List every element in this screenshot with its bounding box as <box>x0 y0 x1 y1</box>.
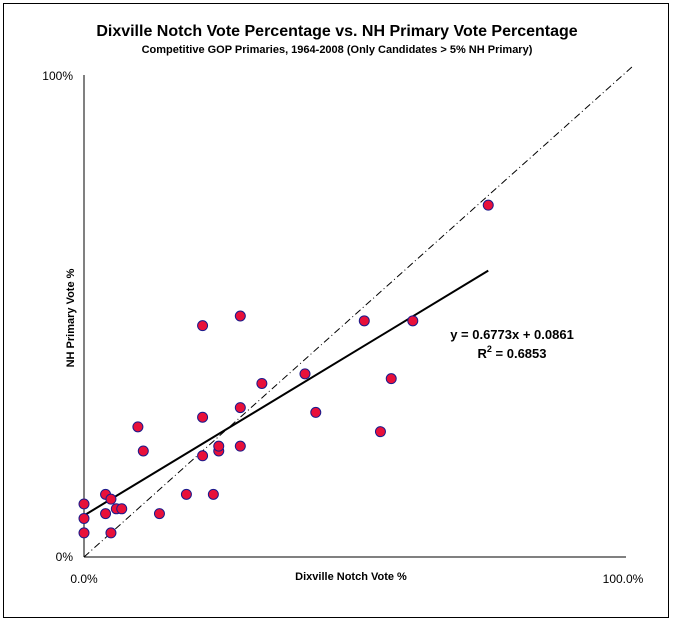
data-point-7 <box>116 503 128 515</box>
data-point-29 <box>482 199 494 211</box>
chart-frame <box>3 3 669 618</box>
data-point-24 <box>310 406 322 418</box>
data-point-15 <box>197 450 209 462</box>
y-tick-label-bottom: 0% <box>56 550 74 564</box>
trendline <box>83 269 489 517</box>
data-point-13 <box>197 320 209 332</box>
data-point-22 <box>256 377 268 389</box>
chart-subtitle: Competitive GOP Primaries, 1964-2008 (On… <box>142 44 533 56</box>
data-point-28 <box>407 315 419 327</box>
trendline-equation: y = 0.6773x + 0.0861 <box>450 327 574 342</box>
data-point-10 <box>137 445 149 457</box>
identity-line <box>83 64 635 558</box>
data-point-0 <box>78 498 90 510</box>
data-point-21 <box>234 440 246 452</box>
data-point-4 <box>105 493 117 505</box>
data-point-1 <box>78 512 90 524</box>
data-point-18 <box>213 440 225 452</box>
data-point-5 <box>100 508 112 520</box>
data-points <box>78 199 494 539</box>
r-squared-prefix: R <box>478 346 488 361</box>
r-squared-label: R2 = 0.6853 <box>478 344 547 361</box>
data-point-16 <box>207 488 219 500</box>
data-point-26 <box>374 426 386 438</box>
data-point-12 <box>180 488 192 500</box>
data-point-25 <box>358 315 370 327</box>
x-axis-label: Dixville Notch Vote % <box>295 571 407 583</box>
data-point-14 <box>197 411 209 423</box>
y-tick-label-top: 100% <box>42 69 73 83</box>
data-point-11 <box>153 508 165 520</box>
data-point-9 <box>132 421 144 433</box>
data-point-2 <box>78 527 90 539</box>
x-tick-label-right: 100.0% <box>603 572 644 586</box>
chart-title: Dixville Notch Vote Percentage vs. NH Pr… <box>96 23 577 40</box>
r-squared-value: = 0.6853 <box>492 346 547 361</box>
r-squared-superscript: 2 <box>487 344 492 354</box>
data-point-27 <box>385 373 397 385</box>
data-point-19 <box>234 310 246 322</box>
y-axis-label: NH Primary Vote % <box>65 268 77 367</box>
data-point-20 <box>234 402 246 414</box>
x-tick-label-left: 0.0% <box>70 572 98 586</box>
data-point-23 <box>299 368 311 380</box>
data-point-8 <box>105 527 117 539</box>
